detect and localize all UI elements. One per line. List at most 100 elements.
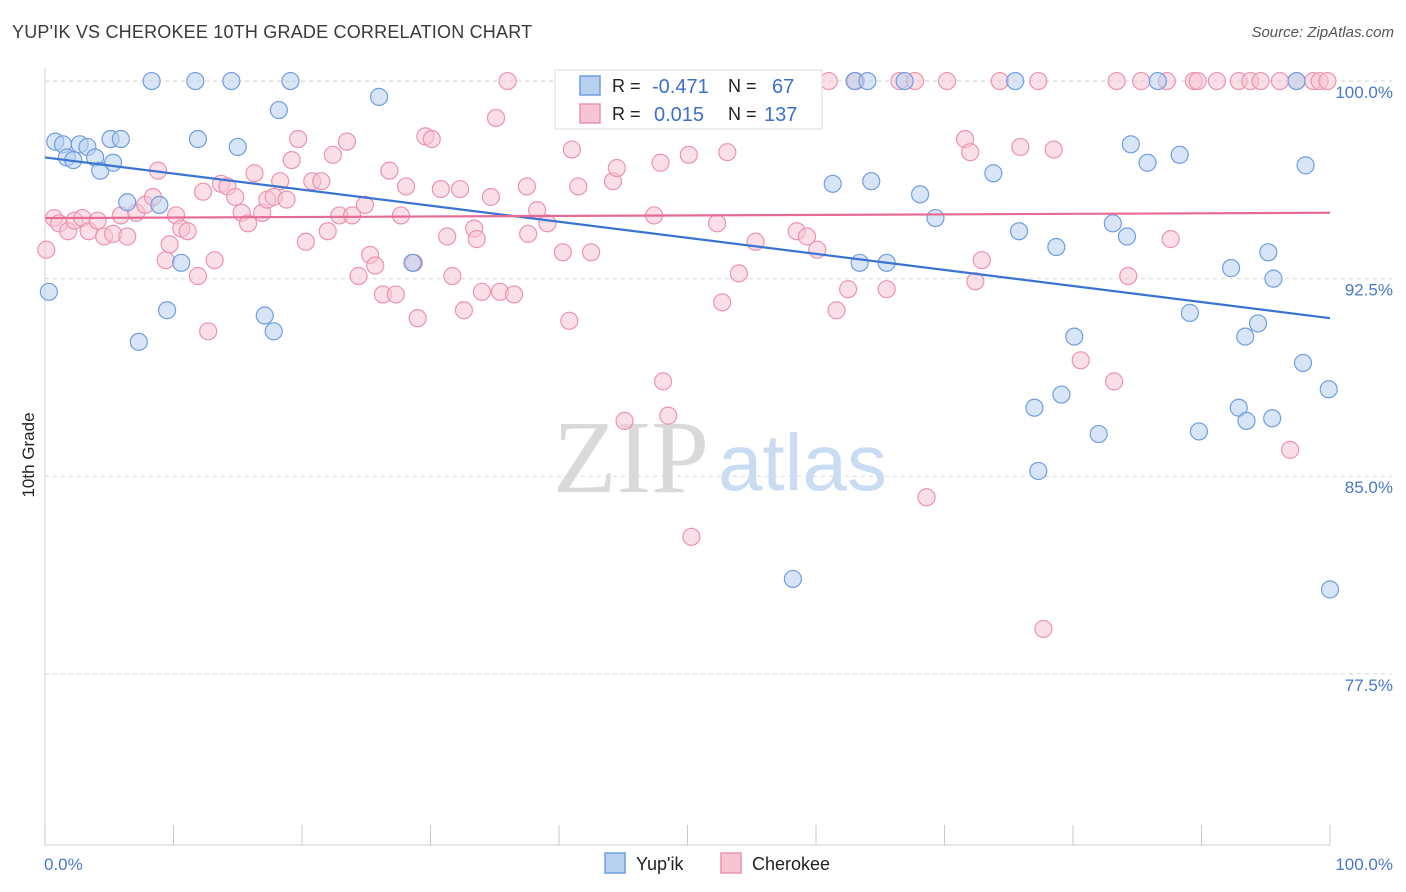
yupik-point [1320,580,1340,599]
legend-swatch-cherokee [720,852,742,874]
yupik-point [1065,327,1084,346]
yupik-point [150,195,169,214]
cherokee-point [498,71,517,91]
cherokee-point [1161,230,1180,249]
x-tick-label-max: 100.0% [1335,855,1393,874]
cherokee-point [560,311,579,330]
cherokee-point [277,190,296,209]
yupik-point [1138,153,1157,172]
yupik-trend-line [44,156,1331,320]
cherokee-point [827,301,846,320]
x-tick-label-min: 0.0% [44,855,83,874]
cherokee-point [1207,71,1227,91]
cherokee-point [659,406,678,425]
cherokee-point [729,264,749,283]
yupik-point [39,282,58,301]
yupik-point [1259,243,1278,262]
yupik-point [1293,353,1313,373]
cherokee-point [917,488,936,507]
yupik-point [895,71,914,91]
cherokee-point [1107,71,1126,91]
yupik-point [111,129,130,149]
cherokee-point [961,143,980,162]
y-axis-label: 10th Grade [19,412,38,497]
cherokee-point [615,411,634,430]
y-tick-label: 100.0% [1335,83,1393,102]
cherokee-point [972,251,991,270]
yupik-point [1121,135,1140,154]
cherokee-point [718,143,737,162]
yupik-point [862,172,881,191]
cherokee-point [819,71,838,91]
cherokee-point [1034,619,1053,639]
cherokee-point [343,206,362,225]
cherokee-point [472,282,491,301]
cherokee-point [707,214,727,233]
yupik-point [1287,71,1306,91]
yupik-point [186,71,205,91]
cherokee-point [386,285,405,304]
trend-lines [44,156,1331,320]
yupik-points [39,71,1340,599]
cherokee-point [1270,71,1289,91]
cherokee-point [467,230,486,249]
yupik-point [1029,461,1048,481]
yupik-point [172,253,191,272]
cherokee-point [88,211,107,230]
cherokee-point [538,214,557,233]
cherokee-point [380,161,399,180]
cherokee-point [937,71,957,91]
yupik-point [403,253,422,272]
yupik-point [984,164,1003,183]
cherokee-point [289,129,308,149]
stats-n-value-cherokee: 137 [764,104,797,126]
yupik-point [104,153,123,172]
cherokee-point [199,322,218,341]
cherokee-point [193,182,213,201]
yupik-point [858,71,877,91]
watermark: ZIP atlas [553,400,887,515]
yupik-point [281,71,300,91]
yupik-point [1296,156,1315,175]
stats-n-value-yupik: 67 [772,76,794,98]
yupik-point [142,71,161,91]
cherokee-point [519,224,538,243]
y-tick-label: 77.5% [1345,676,1393,695]
cherokee-point [156,251,175,270]
yupik-point [1089,424,1108,444]
cherokee-point [553,243,572,262]
legend: Yup'ik Cherokee [604,852,830,874]
yupik-point [850,253,869,272]
yupik-point [264,322,283,341]
cherokee-point [562,140,581,159]
stats-r-value-cherokee: 0.015 [654,104,704,126]
cherokee-point [679,145,698,164]
chart-source: Source: ZipAtlas.com [1251,24,1394,41]
cherokee-point [160,235,179,254]
cherokee-point [481,187,500,207]
yupik-point [1006,71,1025,91]
yupik-point [1264,269,1283,288]
yupik-point [823,174,842,193]
cherokee-point [486,108,506,128]
yupik-point [1180,303,1200,322]
yupik-point [926,208,945,228]
yupik-point [157,301,177,320]
cherokee-point [366,256,385,275]
cherokee-point [391,206,411,225]
stats-n-label-cherokee: N = [728,104,757,124]
cherokee-point [188,266,208,286]
cherokee-point [569,177,588,196]
yupik-point [222,71,241,91]
cherokee-point [713,293,732,312]
yupik-point [228,137,247,157]
yupik-point [269,100,288,120]
stats-swatch-cherokee [579,103,601,124]
yupik-point [1047,237,1066,257]
cherokee-point [1188,71,1207,91]
yupik-point [129,332,148,351]
cherokee-point [312,172,331,191]
cherokee-trend-line [44,211,1331,220]
yupik-point [370,87,389,106]
